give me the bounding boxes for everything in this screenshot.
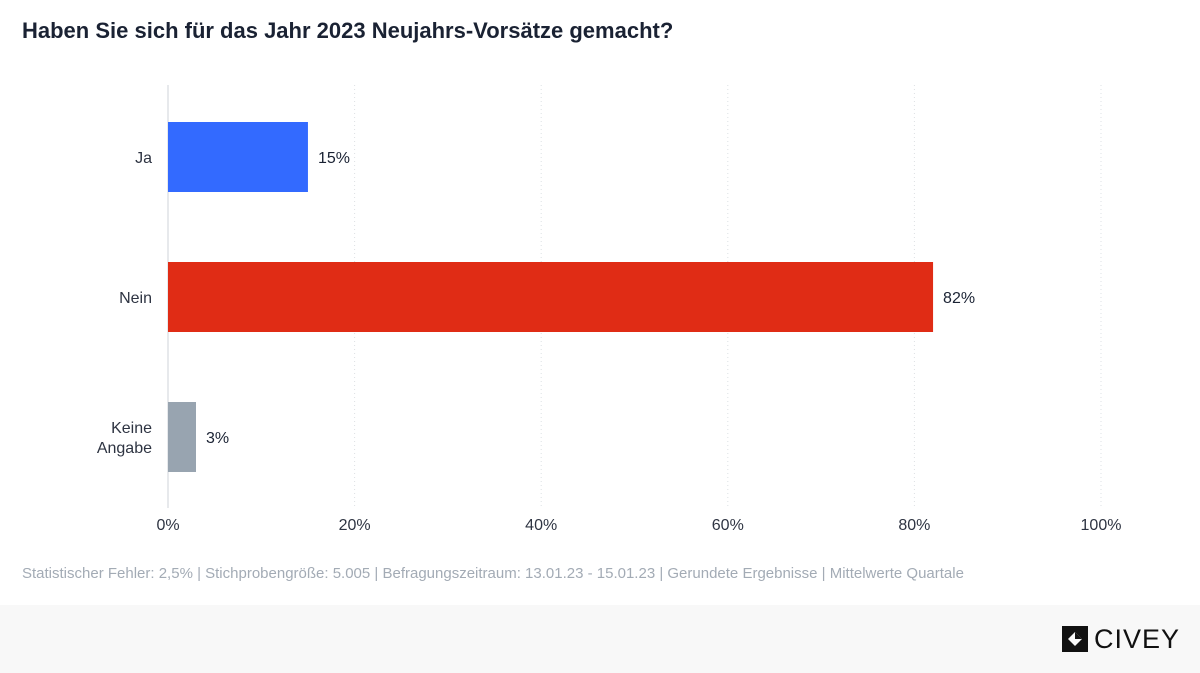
brand-name: CIVEY bbox=[1093, 624, 1180, 654]
category-label-line: Keine bbox=[111, 420, 152, 437]
footer-bar: CIVEY bbox=[0, 605, 1200, 673]
category-label-line: Angabe bbox=[97, 440, 152, 457]
bar bbox=[168, 402, 196, 472]
bar-value-label: 3% bbox=[206, 430, 229, 447]
bar-value-label: 82% bbox=[943, 290, 975, 307]
bar-value-label: 15% bbox=[318, 150, 350, 167]
category-label-line: Nein bbox=[119, 290, 152, 307]
chart-title: Haben Sie sich für das Jahr 2023 Neujahr… bbox=[22, 18, 674, 43]
bar-chart: 0% 20% 40% 60% 80% 100% 15% Ja 82% Nein 3% Keine Ang… bbox=[97, 85, 1122, 534]
category-label: Nein bbox=[119, 290, 152, 307]
category-label-line: Ja bbox=[135, 150, 152, 167]
x-tick-label: 100% bbox=[1081, 517, 1122, 534]
civey-logo-icon bbox=[1061, 626, 1088, 652]
bar bbox=[168, 122, 308, 192]
x-tick-label: 0% bbox=[156, 517, 179, 534]
category-label: Ja bbox=[135, 150, 152, 167]
bar bbox=[168, 262, 934, 332]
x-tick-label: 80% bbox=[898, 517, 930, 534]
x-tick-label: 60% bbox=[712, 517, 744, 534]
chart-footnote: Statistischer Fehler: 2,5% | Stichproben… bbox=[22, 565, 964, 582]
category-label: Keine Angabe bbox=[97, 420, 152, 457]
x-tick-label: 40% bbox=[525, 517, 557, 534]
x-tick-label: 20% bbox=[339, 517, 371, 534]
brand-logo[interactable]: CIVEY bbox=[1061, 624, 1180, 654]
